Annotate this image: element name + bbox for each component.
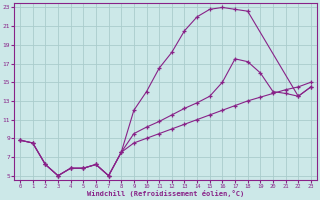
X-axis label: Windchill (Refroidissement éolien,°C): Windchill (Refroidissement éolien,°C) [87,190,244,197]
